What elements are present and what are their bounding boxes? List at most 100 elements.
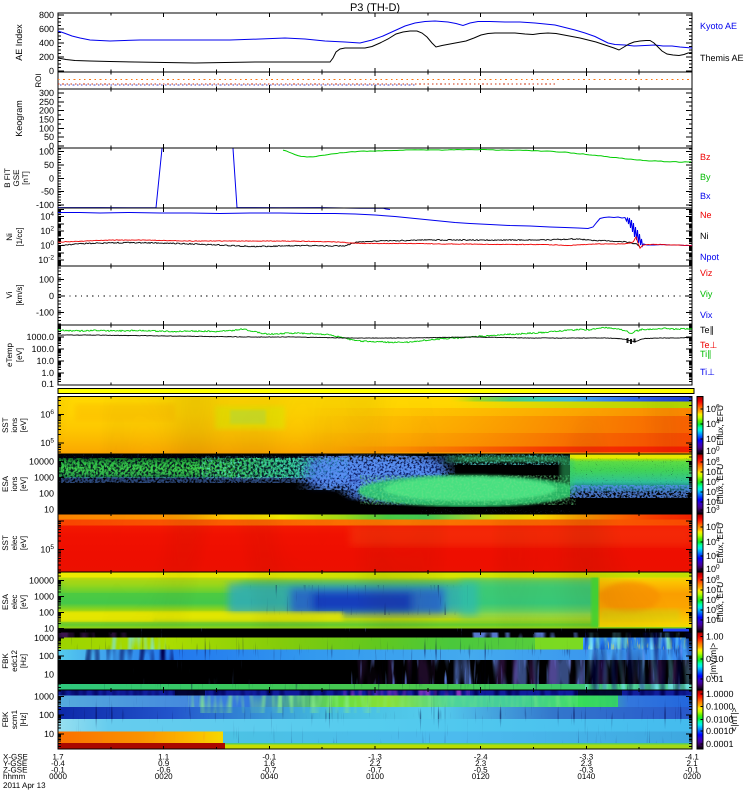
svg-text:GSE: GSE xyxy=(12,170,21,187)
svg-text:0.0001: 0.0001 xyxy=(706,739,734,749)
svg-text:Eflux, EFU: Eflux, EFU xyxy=(715,523,725,564)
svg-text:0120: 0120 xyxy=(472,772,490,781)
svg-text:SST: SST xyxy=(1,417,10,433)
svg-text:elec: elec xyxy=(10,536,19,551)
svg-text:-0.6: -0.6 xyxy=(157,766,171,775)
svg-text:-0.5: -0.5 xyxy=(474,766,488,775)
svg-text:<|nT|>: <|nT|> xyxy=(729,707,739,731)
svg-text:Viz: Viz xyxy=(700,268,713,278)
svg-text:Te⊥: Te⊥ xyxy=(700,340,718,350)
svg-text:0: 0 xyxy=(49,291,54,301)
svg-text:Themis AE: Themis AE xyxy=(700,53,744,63)
svg-text:[eV]: [eV] xyxy=(19,536,28,550)
svg-text:0200: 0200 xyxy=(683,772,701,781)
svg-text:0: 0 xyxy=(49,66,54,76)
svg-text:108: 108 xyxy=(706,575,720,586)
svg-text:-3.3: -3.3 xyxy=(579,753,593,762)
svg-text:2.1: 2.1 xyxy=(686,759,698,768)
svg-text:100: 100 xyxy=(39,489,54,499)
svg-text:1000: 1000 xyxy=(34,633,54,643)
svg-text:<|mV/m|>: <|mV/m|> xyxy=(708,643,718,680)
svg-text:104: 104 xyxy=(706,497,720,508)
svg-text:[nT]: [nT] xyxy=(21,171,30,185)
svg-text:2.2: 2.2 xyxy=(369,759,381,768)
svg-text:250: 250 xyxy=(39,97,54,107)
svg-text:107: 107 xyxy=(706,585,720,596)
svg-text:-1.3: -1.3 xyxy=(368,753,382,762)
svg-text:elec: elec xyxy=(10,595,19,610)
svg-text:B FIT: B FIT xyxy=(3,168,12,188)
svg-text:X-GSE: X-GSE xyxy=(3,753,28,762)
svg-text:Kyoto AE: Kyoto AE xyxy=(700,21,737,31)
svg-text:104: 104 xyxy=(40,211,54,222)
svg-text:102: 102 xyxy=(706,434,720,445)
svg-text:Te∥: Te∥ xyxy=(700,325,714,335)
svg-text:0.10: 0.10 xyxy=(706,654,724,664)
svg-text:50: 50 xyxy=(44,160,54,170)
svg-text:10: 10 xyxy=(44,504,54,514)
svg-text:Bx: Bx xyxy=(700,191,711,201)
svg-text:[eV]: [eV] xyxy=(19,477,28,491)
svg-text:Eflux, EFU: Eflux, EFU xyxy=(715,464,725,505)
svg-text:100: 100 xyxy=(39,275,54,285)
svg-text:-0.7: -0.7 xyxy=(262,766,276,775)
svg-text:-100: -100 xyxy=(36,308,54,318)
svg-text:106: 106 xyxy=(40,409,54,420)
svg-text:100: 100 xyxy=(39,147,54,157)
svg-text:1.0000: 1.0000 xyxy=(706,689,734,699)
svg-text:0: 0 xyxy=(49,141,54,151)
svg-text:-2.4: -2.4 xyxy=(474,753,488,762)
svg-text:10000: 10000 xyxy=(29,457,54,467)
svg-text:eTemp: eTemp xyxy=(5,342,14,367)
svg-text:-0.1: -0.1 xyxy=(51,766,65,775)
svg-text:Y-GSE: Y-GSE xyxy=(3,759,27,768)
svg-text:108: 108 xyxy=(706,457,720,468)
svg-text:105: 105 xyxy=(706,487,720,498)
svg-text:102: 102 xyxy=(706,551,720,562)
svg-text:100: 100 xyxy=(39,651,54,661)
svg-text:106: 106 xyxy=(706,522,720,533)
svg-text:104: 104 xyxy=(706,419,720,430)
svg-text:106: 106 xyxy=(706,404,720,415)
svg-text:edc12: edc12 xyxy=(10,650,19,672)
svg-text:1.1: 1.1 xyxy=(158,753,170,762)
svg-text:Ti⊥: Ti⊥ xyxy=(700,367,715,377)
svg-text:Bz: Bz xyxy=(700,152,711,162)
svg-text:50: 50 xyxy=(44,132,54,142)
svg-text:[Hz]: [Hz] xyxy=(19,654,28,668)
svg-text:Ne: Ne xyxy=(700,210,712,220)
svg-text:200: 200 xyxy=(39,52,54,62)
svg-text:400: 400 xyxy=(39,38,54,48)
svg-text:105: 105 xyxy=(40,438,54,449)
svg-text:hhmm: hhmm xyxy=(3,772,26,781)
svg-text:106: 106 xyxy=(706,595,720,606)
svg-text:Ni: Ni xyxy=(5,233,14,241)
svg-text:ions: ions xyxy=(10,477,19,492)
svg-text:-0.1: -0.1 xyxy=(262,753,276,762)
svg-text:100.0: 100.0 xyxy=(31,344,54,354)
svg-text:By: By xyxy=(700,172,711,182)
svg-text:AE Index: AE Index xyxy=(14,24,24,61)
svg-text:-0.3: -0.3 xyxy=(579,766,593,775)
svg-text:2.3: 2.3 xyxy=(581,759,593,768)
svg-text:600: 600 xyxy=(39,24,54,34)
svg-text:ESA: ESA xyxy=(1,593,10,610)
svg-text:0.0010: 0.0010 xyxy=(706,726,734,736)
svg-text:0.9: 0.9 xyxy=(158,759,170,768)
svg-text:10: 10 xyxy=(44,624,54,634)
svg-text:150: 150 xyxy=(39,115,54,125)
svg-text:0040: 0040 xyxy=(260,772,278,781)
svg-text:0.1: 0.1 xyxy=(41,379,54,389)
svg-text:[1/cc]: [1/cc] xyxy=(15,227,24,246)
svg-text:107: 107 xyxy=(706,467,720,478)
svg-text:FBK: FBK xyxy=(1,711,10,727)
svg-text:103: 103 xyxy=(706,505,720,516)
svg-text:[eV]: [eV] xyxy=(19,595,28,609)
svg-text:Vix: Vix xyxy=(700,310,713,320)
svg-text:SST: SST xyxy=(1,535,10,551)
svg-text:1000: 1000 xyxy=(34,592,54,602)
svg-text:100: 100 xyxy=(40,240,54,251)
svg-text:Vi: Vi xyxy=(5,291,14,298)
svg-text:-100: -100 xyxy=(36,200,54,210)
svg-text:[km/s]: [km/s] xyxy=(15,284,24,305)
